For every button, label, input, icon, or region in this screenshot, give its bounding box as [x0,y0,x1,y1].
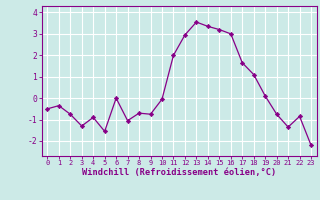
X-axis label: Windchill (Refroidissement éolien,°C): Windchill (Refroidissement éolien,°C) [82,168,276,177]
